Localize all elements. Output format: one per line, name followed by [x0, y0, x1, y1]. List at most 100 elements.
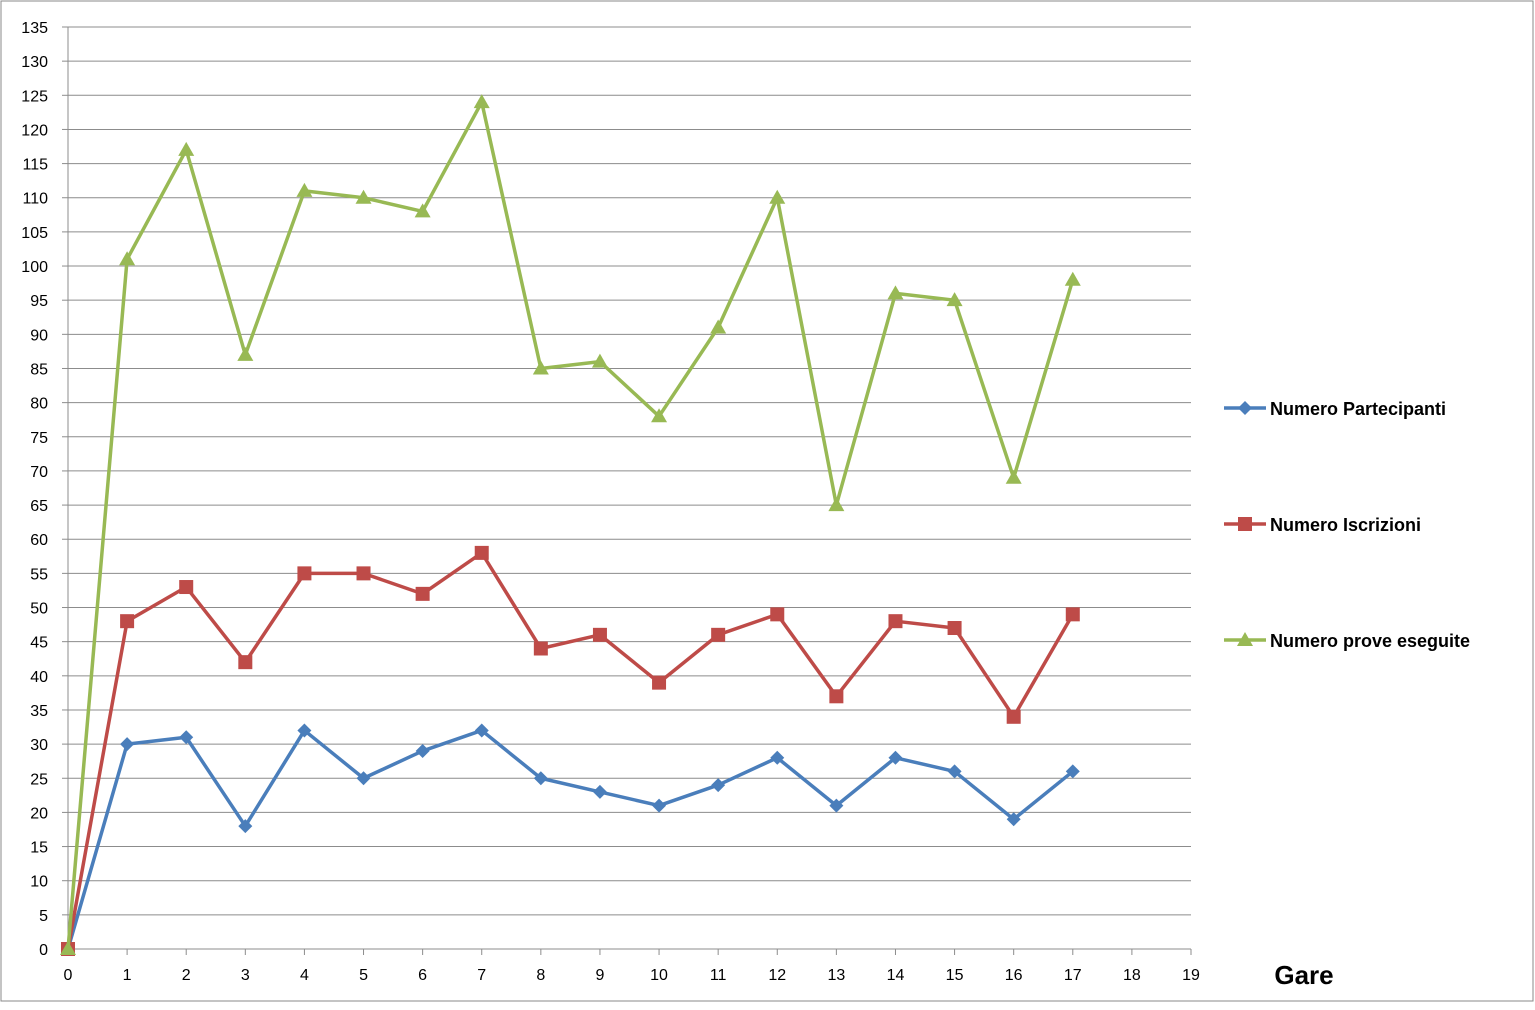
- y-tick-label: 120: [21, 122, 48, 139]
- y-tick-label: 80: [30, 396, 48, 413]
- x-tick-label: 15: [946, 967, 964, 984]
- data-point: [652, 798, 667, 813]
- y-tick-label: 5: [39, 908, 48, 925]
- legend-label: Numero Iscrizioni: [1270, 515, 1421, 535]
- gridlines: [68, 26, 1191, 916]
- data-point: [119, 251, 136, 266]
- data-point: [296, 182, 313, 197]
- data-point: [829, 689, 844, 704]
- series-3: [60, 94, 1081, 955]
- y-tick-label: 60: [30, 532, 48, 549]
- x-tick-label: 14: [887, 967, 905, 984]
- x-tick-label: 8: [536, 967, 545, 984]
- data-point: [888, 750, 903, 765]
- data-point: [356, 771, 371, 786]
- y-tick-label: 130: [21, 54, 48, 71]
- y-tick-label: 65: [30, 498, 48, 515]
- x-tick-label: 10: [650, 967, 668, 984]
- x-tick-label: 6: [418, 967, 427, 984]
- data-point: [179, 580, 194, 595]
- x-tick-label: 18: [1123, 967, 1141, 984]
- data-point: [474, 723, 489, 738]
- x-tick-label: 16: [1005, 967, 1023, 984]
- data-point: [651, 408, 668, 423]
- x-tick-label: 12: [768, 967, 786, 984]
- data-point: [1006, 812, 1021, 827]
- data-point: [888, 614, 903, 629]
- series-2: [61, 545, 1080, 956]
- data-point: [711, 778, 726, 793]
- data-point: [770, 750, 785, 765]
- y-tick-label: 30: [30, 737, 48, 754]
- x-tick-label: 0: [64, 967, 73, 984]
- y-tick-label: 135: [21, 20, 48, 37]
- legend-marker: [1238, 517, 1252, 531]
- y-tick-label: 115: [22, 157, 48, 174]
- data-point: [532, 360, 549, 375]
- data-point: [355, 189, 372, 204]
- x-tick-label: 11: [710, 967, 727, 984]
- legend-label: Numero prove eseguite: [1270, 631, 1470, 651]
- legend-entry-1: Numero Partecipanti: [1224, 399, 1446, 419]
- data-point: [769, 189, 786, 204]
- y-tick-label: 105: [21, 225, 48, 242]
- x-tick-label: 17: [1064, 967, 1082, 984]
- y-tick-label: 110: [22, 191, 48, 208]
- data-point: [238, 655, 253, 670]
- y-tick-label: 35: [30, 703, 48, 720]
- data-point: [474, 545, 489, 560]
- data-point: [178, 141, 195, 156]
- data-point: [946, 292, 963, 307]
- data-point: [947, 764, 962, 779]
- data-point: [711, 627, 726, 642]
- data-point: [591, 353, 608, 368]
- x-tick-label: 19: [1182, 967, 1200, 984]
- legend: Numero Partecipanti Numero Iscrizioni Nume…: [1224, 399, 1470, 651]
- series-line: [66, 551, 1075, 950]
- data-point: [592, 784, 607, 799]
- x-tick-label: 4: [300, 967, 309, 984]
- y-tick-label: 85: [30, 361, 48, 378]
- y-tick-label: 55: [30, 566, 48, 583]
- data-point: [1064, 271, 1081, 286]
- y-tick-label: 10: [30, 874, 48, 891]
- data-point: [473, 94, 490, 109]
- y-tick-label: 90: [30, 327, 48, 344]
- data-point: [297, 566, 312, 581]
- data-point: [1065, 607, 1080, 622]
- data-point: [652, 675, 667, 690]
- data-point: [414, 203, 431, 218]
- data-point: [592, 627, 607, 642]
- y-tick-label: 125: [21, 88, 48, 105]
- x-tick-label: 3: [241, 967, 250, 984]
- data-point: [887, 285, 904, 300]
- data-point: [1005, 469, 1022, 484]
- y-tick-label: 70: [30, 464, 48, 481]
- data-point: [297, 723, 312, 738]
- series-line: [66, 100, 1075, 950]
- data-point: [533, 771, 548, 786]
- data-point: [533, 641, 548, 656]
- legend-marker: [1237, 632, 1253, 646]
- legend-label: Numero Partecipanti: [1270, 399, 1446, 419]
- data-point: [710, 319, 727, 334]
- y-tick-label: 15: [30, 840, 48, 857]
- y-tick-label: 45: [30, 635, 48, 652]
- data-point: [415, 743, 430, 758]
- axes: 0510152025303540455055606570758085909510…: [21, 20, 1200, 984]
- data-point: [120, 614, 135, 629]
- legend-entry-3: Numero prove eseguite: [1224, 631, 1470, 651]
- y-tick-label: 50: [30, 601, 48, 618]
- x-tick-label: 2: [182, 967, 191, 984]
- data-point: [60, 941, 76, 955]
- data-point: [356, 566, 371, 581]
- data-point: [179, 730, 194, 745]
- x-tick-label: 9: [595, 967, 604, 984]
- y-tick-label: 40: [30, 669, 48, 686]
- y-tick-label: 20: [30, 805, 48, 822]
- data-point: [828, 497, 845, 512]
- data-point: [238, 819, 253, 834]
- data-point: [120, 737, 135, 752]
